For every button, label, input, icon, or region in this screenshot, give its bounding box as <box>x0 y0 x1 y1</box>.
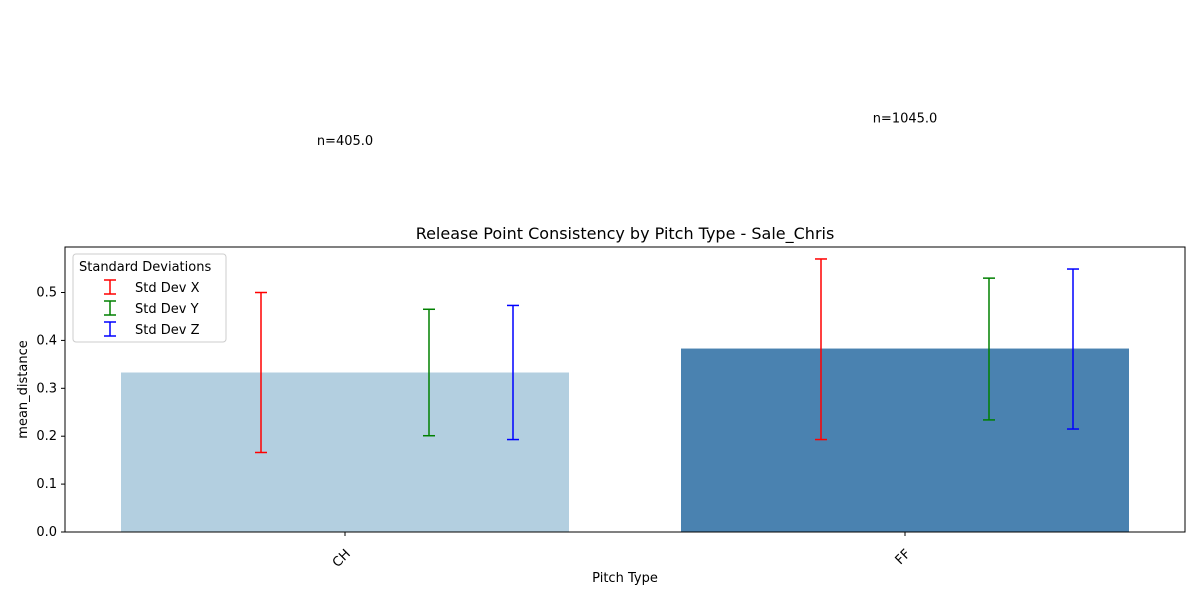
legend-box <box>72 253 227 343</box>
legend-label-2: Std Dev Y <box>135 302 199 317</box>
x-axis-label: Pitch Type <box>592 571 658 586</box>
chart-title: Release Point Consistency by Pitch Type … <box>416 224 835 244</box>
y-tick-label: 0.2 <box>36 429 57 444</box>
plot-frame <box>64 246 1186 533</box>
y-tick-label: 0.3 <box>36 381 57 396</box>
bar-ff <box>681 348 1129 532</box>
y-tick-label: 0.1 <box>36 477 57 492</box>
x-tick-label-ff: FF <box>893 547 914 568</box>
legend-title: Standard Deviations <box>79 260 211 275</box>
count-label-ch: n=405.0 <box>317 134 373 149</box>
bar-ch <box>121 372 569 532</box>
x-tick-label-ch: CH <box>330 547 354 571</box>
y-axis-label: mean_distance <box>16 340 31 438</box>
y-tick-label: 0.4 <box>36 333 57 348</box>
legend-label-1: Std Dev X <box>135 281 200 296</box>
y-tick-label: 0.0 <box>36 525 57 540</box>
legend-label-3: Std Dev Z <box>135 323 200 338</box>
y-tick-label: 0.5 <box>36 286 57 301</box>
count-label-ff: n=1045.0 <box>873 112 938 127</box>
